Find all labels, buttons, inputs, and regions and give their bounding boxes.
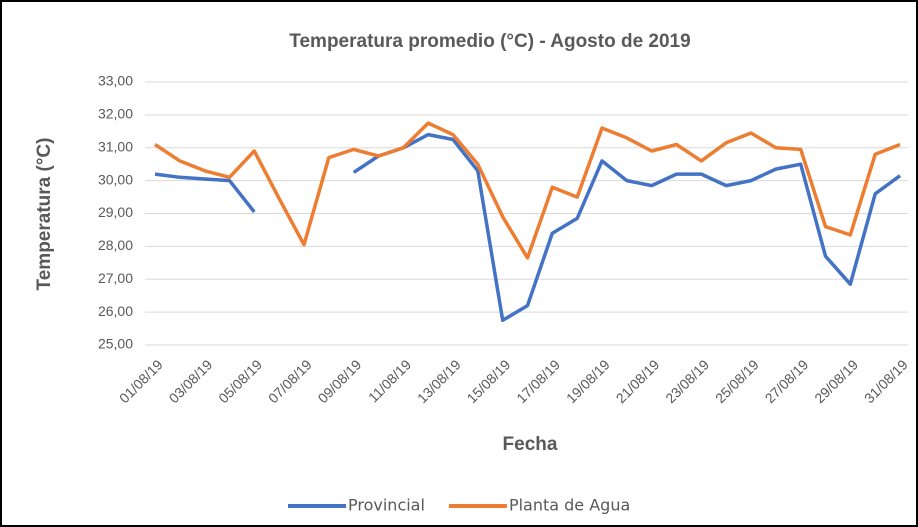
chart-title: Temperatura promedio (°C) - Agosto de 20… xyxy=(289,31,690,52)
x-axis-label: Fecha xyxy=(503,434,558,455)
y-tick-label: 31,00 xyxy=(98,138,133,154)
y-tick-label: 33,00 xyxy=(98,73,133,89)
legend-label: Planta de Agua xyxy=(509,496,630,515)
y-tick-label: 29,00 xyxy=(98,204,133,220)
y-tick-label: 25,00 xyxy=(98,336,133,352)
y-axis-label: Temperatura (°C) xyxy=(34,138,55,291)
series-line xyxy=(154,121,901,260)
y-tick-label: 32,00 xyxy=(98,106,133,122)
y-tick-label: 28,00 xyxy=(98,237,133,253)
series-line xyxy=(154,132,902,323)
y-tick-label: 30,00 xyxy=(98,171,133,187)
legend-label: Provincial xyxy=(348,496,425,515)
y-tick-label: 26,00 xyxy=(98,303,133,319)
y-tick-label: 27,00 xyxy=(98,270,133,286)
